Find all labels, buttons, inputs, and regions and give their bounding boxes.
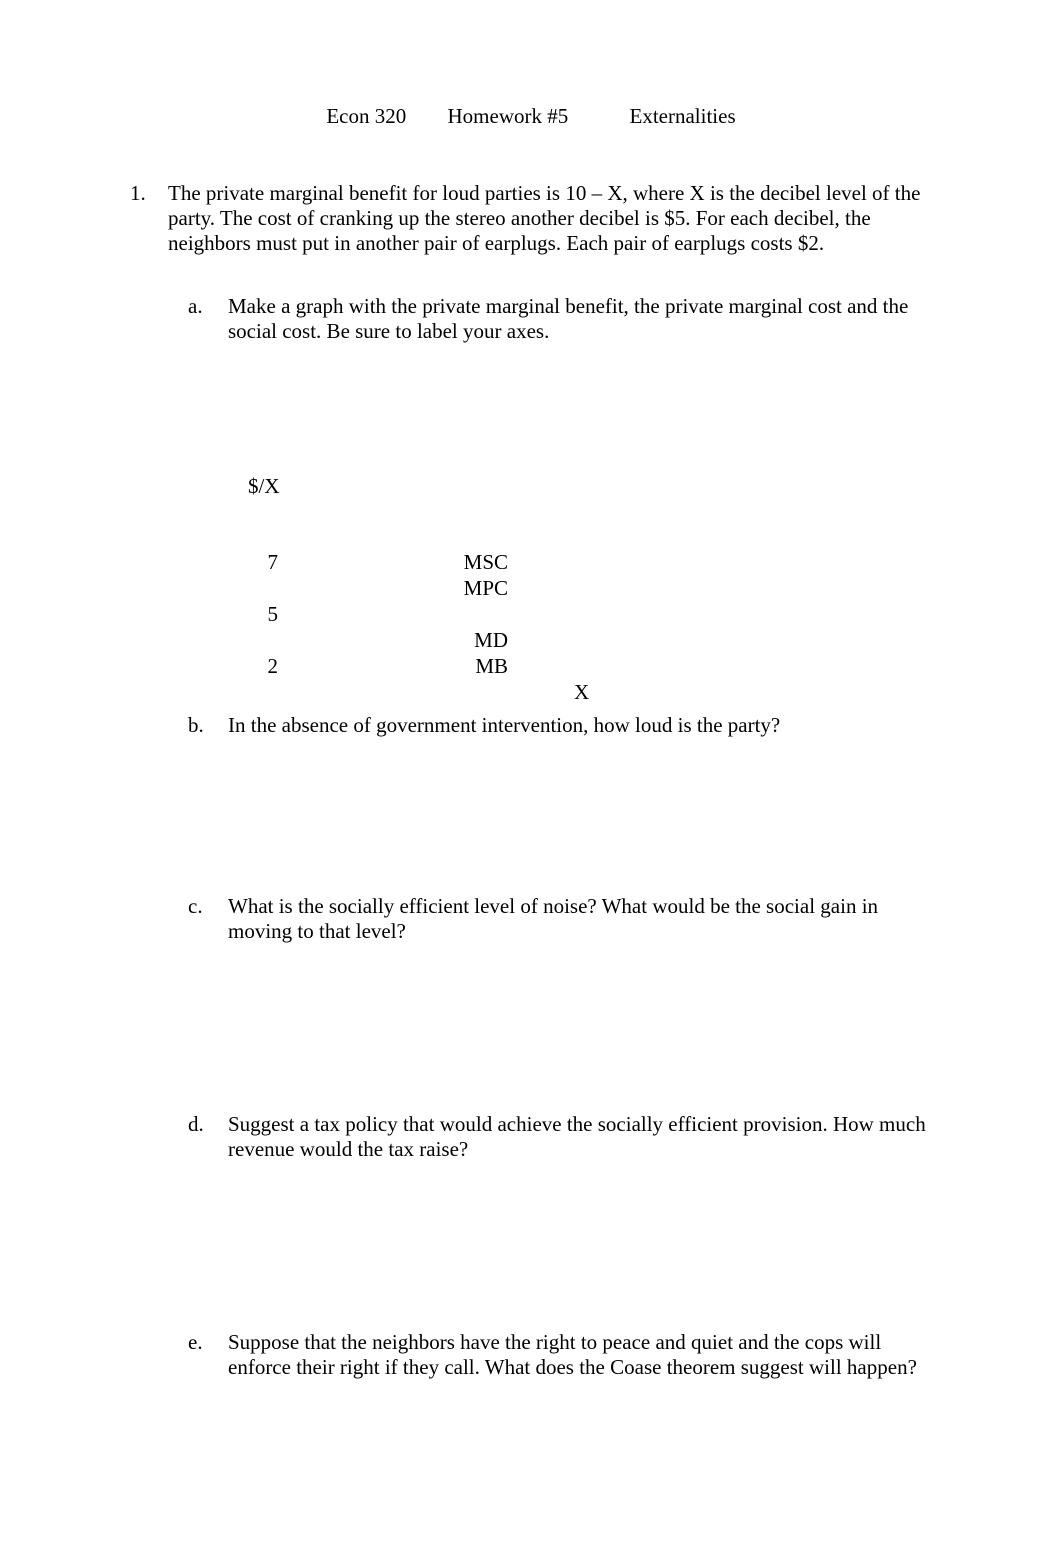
x-axis-label: X (248, 679, 932, 705)
question-number: 1. (130, 181, 168, 1380)
part-letter: e. (168, 1330, 228, 1380)
graph-row: 7 MSC (248, 549, 932, 575)
part-letter: c. (168, 894, 228, 944)
graph-row: 2 MB (248, 653, 932, 679)
series-label: MD (278, 627, 508, 653)
part-d-text: Suggest a tax policy that would achieve … (228, 1112, 932, 1162)
question-1: 1. The private marginal benefit for loud… (130, 181, 932, 1380)
question-body: The private marginal benefit for loud pa… (168, 181, 932, 1380)
part-d: d. Suggest a tax policy that would achie… (168, 1112, 932, 1162)
part-c-text: What is the socially efficient level of … (228, 894, 932, 944)
graph-sketch: $/X 7 MSC MPC 5 MD 2 (248, 474, 932, 705)
page-header: Econ 320 Homework #5 Externalities (130, 104, 932, 129)
part-b-text: In the absence of government interventio… (228, 713, 932, 738)
y-tick: 5 (248, 601, 278, 627)
graph-row: 5 (248, 601, 932, 627)
part-letter: d. (168, 1112, 228, 1162)
part-c: c. What is the socially efficient level … (168, 894, 932, 944)
question-text: The private marginal benefit for loud pa… (168, 181, 932, 256)
topic-title: Externalities (630, 104, 736, 129)
graph-row: MPC (248, 575, 932, 601)
spacer (168, 944, 932, 1074)
part-letter: b. (168, 713, 228, 738)
series-label: MB (278, 653, 508, 679)
part-letter: a. (168, 294, 228, 344)
y-axis-label: $/X (248, 474, 932, 499)
course-code: Econ 320 (326, 104, 406, 129)
spacer (168, 738, 932, 856)
y-tick: 2 (248, 653, 278, 679)
part-e: e. Suppose that the neighbors have the r… (168, 1330, 932, 1380)
homework-number: Homework #5 (448, 104, 569, 129)
part-a: a. Make a graph with the private margina… (168, 294, 932, 344)
graph-row: MD (248, 627, 932, 653)
document-page: Econ 320 Homework #5 Externalities 1. Th… (0, 0, 1062, 1380)
part-e-text: Suppose that the neighbors have the righ… (228, 1330, 932, 1380)
series-label: MPC (278, 575, 508, 601)
y-tick: 7 (248, 549, 278, 575)
series-label: MSC (278, 549, 508, 575)
spacer (168, 1162, 932, 1292)
part-a-text: Make a graph with the private marginal b… (228, 294, 932, 344)
part-b: b. In the absence of government interven… (168, 713, 932, 738)
